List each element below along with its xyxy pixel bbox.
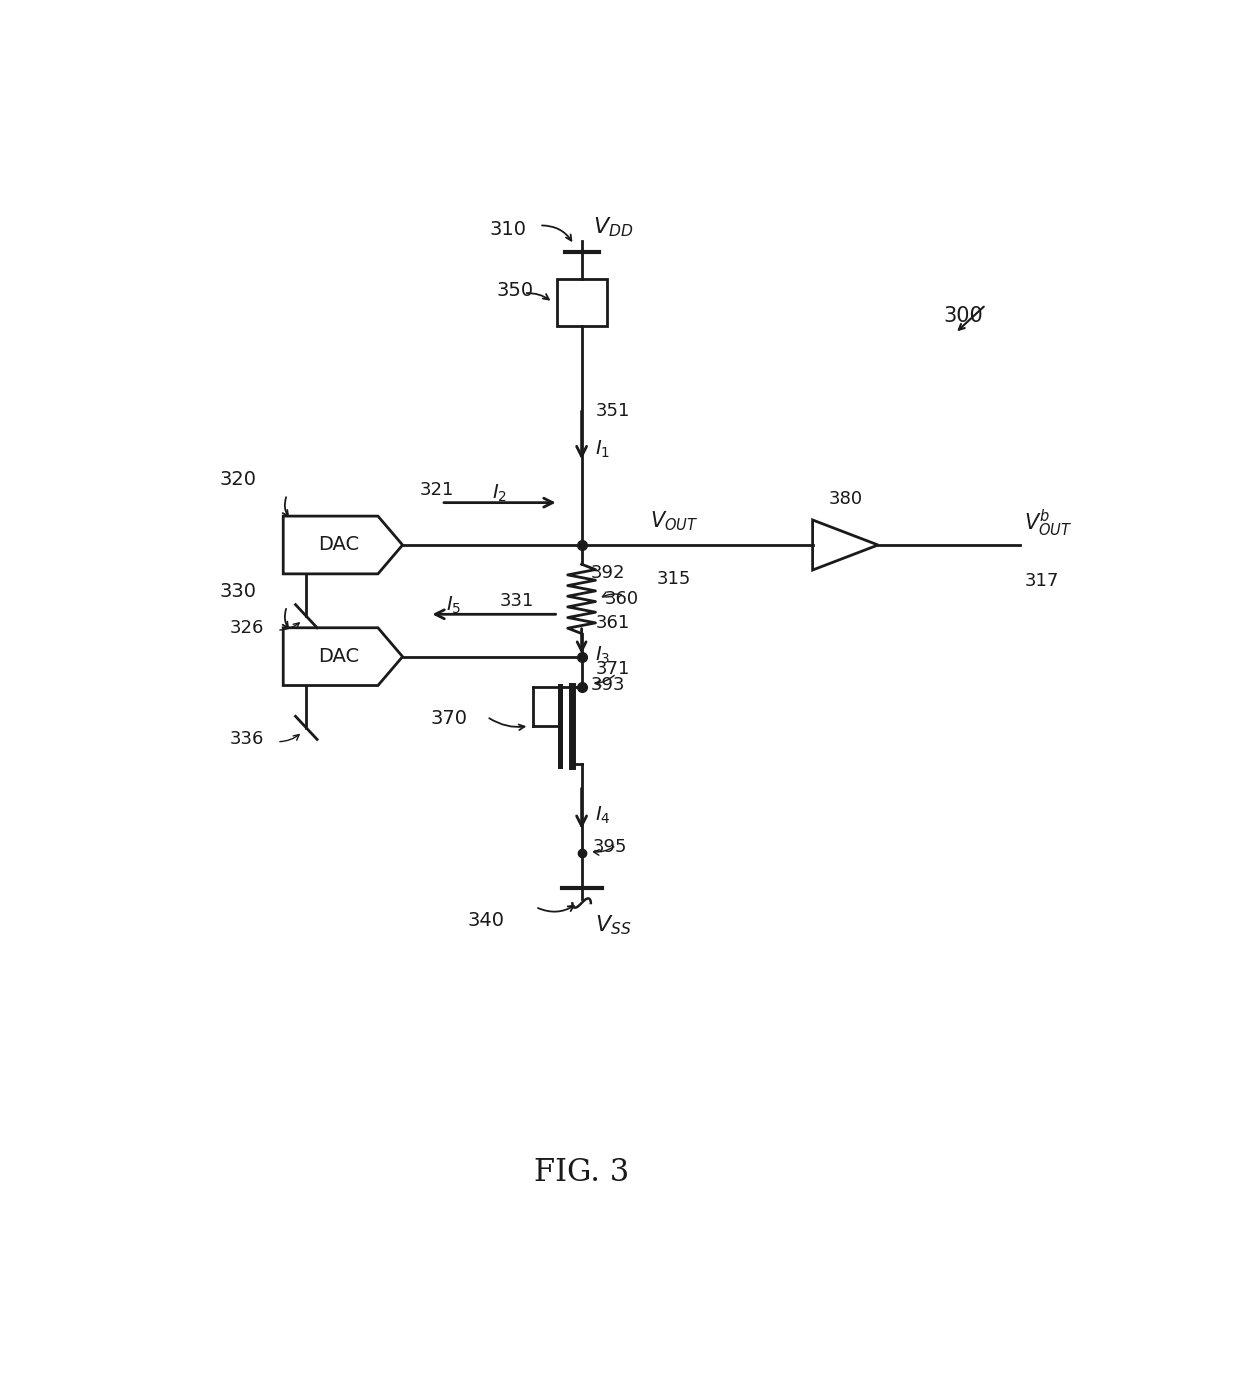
- Text: 380: 380: [828, 491, 862, 509]
- Text: $I_5$: $I_5$: [446, 594, 461, 616]
- Text: 331: 331: [500, 593, 534, 611]
- Text: 350: 350: [497, 281, 534, 300]
- Text: 320: 320: [219, 470, 257, 490]
- Text: 395: 395: [593, 837, 627, 855]
- Text: 392: 392: [590, 565, 625, 583]
- Text: 317: 317: [1024, 572, 1059, 590]
- Text: 330: 330: [219, 581, 257, 601]
- Text: 393: 393: [590, 676, 625, 694]
- Text: $V_{DD}$: $V_{DD}$: [593, 216, 634, 238]
- Text: $V_{OUT}^{b}$: $V_{OUT}^{b}$: [1024, 508, 1073, 538]
- Text: $I_2$: $I_2$: [492, 483, 507, 504]
- Text: 336: 336: [229, 730, 264, 748]
- Text: $I_1$: $I_1$: [595, 440, 610, 460]
- Text: 361: 361: [595, 613, 630, 632]
- Text: 300: 300: [944, 306, 983, 327]
- Text: 370: 370: [430, 709, 467, 727]
- Text: $I_4$: $I_4$: [595, 805, 611, 826]
- Text: DAC: DAC: [319, 647, 360, 666]
- Text: 321: 321: [419, 481, 454, 499]
- Text: 360: 360: [605, 590, 639, 608]
- Text: FIG. 3: FIG. 3: [534, 1157, 629, 1188]
- Text: 340: 340: [467, 911, 505, 929]
- Text: $I_3$: $I_3$: [595, 645, 611, 666]
- Text: 351: 351: [595, 402, 630, 420]
- Text: $V_{OUT}$: $V_{OUT}$: [650, 510, 698, 533]
- Text: 315: 315: [657, 570, 691, 587]
- Text: $V_{SS}$: $V_{SS}$: [595, 912, 632, 936]
- Text: DAC: DAC: [319, 536, 360, 555]
- Bar: [557, 280, 606, 325]
- Text: 310: 310: [490, 220, 526, 239]
- Text: 326: 326: [229, 619, 264, 637]
- Text: 371: 371: [595, 661, 630, 679]
